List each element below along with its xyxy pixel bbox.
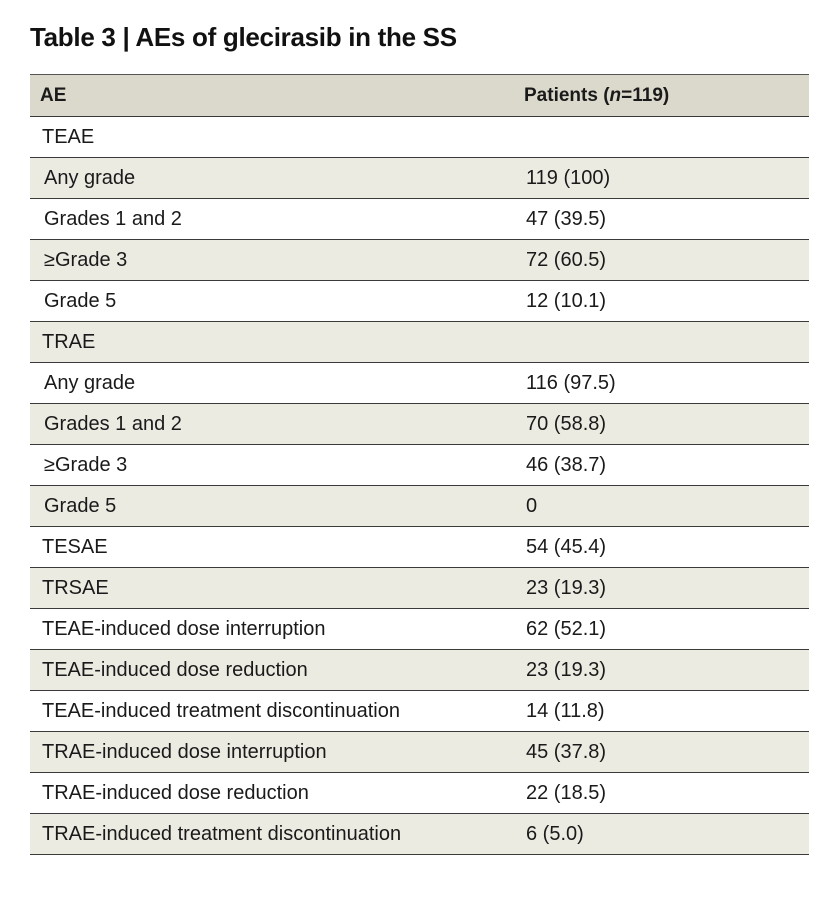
table-row: TEAE-induced dose reduction 23 (19.3) [30,650,809,691]
header-patients-suffix: =119) [621,84,670,106]
header-patients-prefix: Patients ( [524,84,610,106]
table-row: ≥Grade 3 46 (38.7) [30,445,809,486]
row-value: 119 (100) [526,166,611,189]
row-value: 22 (18.5) [526,781,607,804]
table-row: TEAE-induced dose interruption 62 (52.1) [30,609,809,650]
row-label: TEAE-induced dose reduction [42,658,308,681]
row-label: TEAE [42,125,95,148]
header-ae: AE [40,84,67,106]
table-row-teae: TEAE [30,117,809,158]
table-row: ≥Grade 3 72 (60.5) [30,240,809,281]
row-value: 72 (60.5) [526,248,607,271]
row-label: Grades 1 and 2 [44,207,182,230]
table-row: Grade 5 0 [30,486,809,527]
row-label: TRAE [42,330,96,353]
row-label: TRSAE [42,576,109,599]
table-row: TESAE 54 (45.4) [30,527,809,568]
table-row: TRAE-induced dose interruption 45 (37.8) [30,732,809,773]
table-row: Any grade 116 (97.5) [30,363,809,404]
row-label: ≥Grade 3 [44,248,128,271]
row-label: TESAE [42,535,108,558]
row-value: 54 (45.4) [526,535,607,558]
ae-table: AE Patients (n=119) TEAE Any grade 119 (… [30,74,809,855]
row-label: Grades 1 and 2 [44,412,182,435]
row-value: 47 (39.5) [526,207,607,230]
table-row: Grades 1 and 2 70 (58.8) [30,404,809,445]
row-value: 45 (37.8) [526,740,607,763]
row-value: 6 (5.0) [526,822,584,845]
row-value: 12 (10.1) [526,289,607,312]
row-label: Any grade [44,166,136,189]
table-row: TEAE-induced treatment discontinuation 1… [30,691,809,732]
row-value: 116 (97.5) [526,371,616,394]
table-row: TRAE-induced treatment discontinuation 6… [30,814,809,855]
row-value: 0 [526,494,538,517]
table-row: Grade 5 12 (10.1) [30,281,809,322]
header-patients-n: n [609,84,622,106]
table-header-row: AE Patients (n=119) [30,75,809,117]
row-value: 23 (19.3) [526,658,607,681]
row-value: 46 (38.7) [526,453,607,476]
row-label: Grade 5 [44,289,117,312]
row-label: ≥Grade 3 [44,453,128,476]
row-label: TEAE-induced dose interruption [42,617,326,640]
row-label: TRAE-induced treatment discontinuation [42,822,402,845]
row-label: TEAE-induced treatment discontinuation [42,699,400,722]
table-row: TRSAE 23 (19.3) [30,568,809,609]
table-row: Any grade 119 (100) [30,158,809,199]
table-row: TRAE-induced dose reduction 22 (18.5) [30,773,809,814]
row-label: TRAE-induced dose reduction [42,781,309,804]
row-label: Any grade [44,371,136,394]
row-label: Grade 5 [44,494,117,517]
row-label: TRAE-induced dose interruption [42,740,327,763]
row-value: 23 (19.3) [526,576,607,599]
header-patients: Patients (n=119) [512,85,809,107]
row-value: 62 (52.1) [526,617,607,640]
table-row-trae: TRAE [30,322,809,363]
table-row: Grades 1 and 2 47 (39.5) [30,199,809,240]
row-value: 14 (11.8) [526,699,605,722]
table-title: Table 3 | AEs of glecirasib in the SS [30,22,457,52]
row-value: 70 (58.8) [526,412,607,435]
